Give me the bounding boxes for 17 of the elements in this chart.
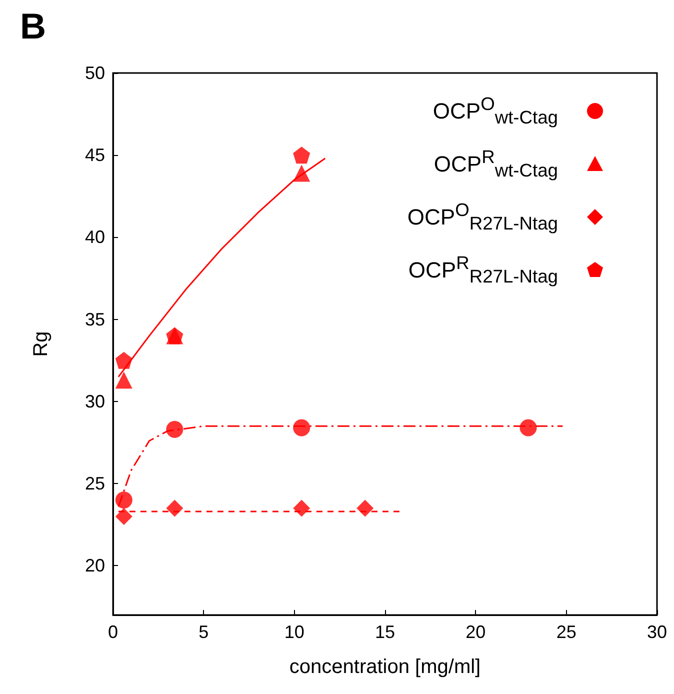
x-tick-label: 5 xyxy=(198,622,209,642)
x-tick-label: 30 xyxy=(646,622,668,642)
x-tick-label: 10 xyxy=(284,622,304,642)
y-tick-label: 30 xyxy=(84,391,105,412)
x-tick-label: 0 xyxy=(108,622,118,642)
y-tick-label: 50 xyxy=(84,63,105,83)
y-tick-label: 45 xyxy=(84,145,105,166)
y-axis-title: Rg xyxy=(30,331,52,357)
x-axis-title: concentration [mg/ml] xyxy=(289,656,481,678)
y-tick-label: 40 xyxy=(84,227,105,248)
y-tick-label: 25 xyxy=(84,474,105,494)
x-tick-label: 25 xyxy=(556,622,576,642)
x-tick-label: 15 xyxy=(374,622,396,642)
y-tick-label: 20 xyxy=(84,556,105,576)
y-tick-label: 35 xyxy=(84,309,105,330)
x-tick-label: 20 xyxy=(466,622,486,642)
text: B xyxy=(20,6,46,46)
